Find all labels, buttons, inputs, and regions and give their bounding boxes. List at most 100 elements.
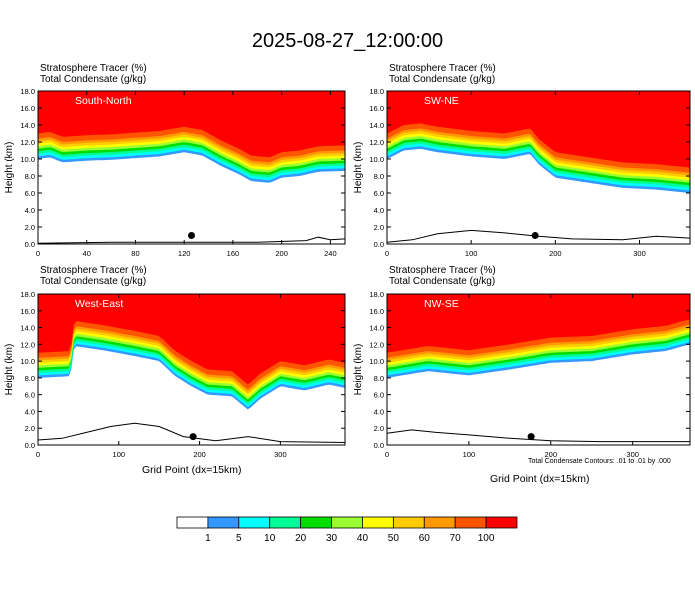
x-tick-label: 300 [626,450,639,459]
panel-2-header: Stratosphere Tracer (%) Total Condensate… [389,63,496,85]
y-tick-label: 0.0 [25,240,35,249]
panel-2-header-condensate: Total Condensate (g/kg) [389,74,496,85]
y-tick-label: 4.0 [374,206,384,215]
y-tick-label: 18.0 [369,87,384,96]
x-tick-label: 0 [36,450,40,459]
panel-4-header-tracer: Stratosphere Tracer (%) [389,265,496,276]
y-tick-label: 6.0 [374,189,384,198]
y-tick-label: 10.0 [20,155,35,164]
x-tick-label: 160 [227,249,240,258]
x-tick-label: 240 [324,249,337,258]
y-axis-label: Height (km) [4,142,15,194]
colorbar-swatch [176,516,209,529]
location-marker [188,232,195,239]
y-tick-label: 18.0 [20,87,35,96]
y-tick-label: 2.0 [374,424,384,433]
y-tick-label: 16.0 [369,307,384,316]
x-tick-label: 80 [131,249,139,258]
y-tick-label: 6.0 [25,391,35,400]
y-tick-label: 14.0 [369,121,384,130]
colorbar-label: 70 [450,533,462,544]
colorbar-swatch [331,516,363,529]
y-tick-label: 18.0 [20,290,35,299]
x-axis-label-right: Grid Point (dx=15km) [490,473,590,485]
terrain-line [37,422,346,443]
colorbar-swatch [269,516,302,529]
y-tick-label: 8.0 [25,374,35,383]
y-tick-label: 6.0 [25,189,35,198]
colorbar-label: 30 [326,533,338,544]
x-tick-label: 100 [463,450,476,459]
colorbar-label: 20 [295,533,307,544]
colorbar-label: 1 [205,533,211,544]
plot-frame [386,90,691,245]
x-tick-label: 200 [193,450,206,459]
panel-1-header-tracer: Stratosphere Tracer (%) [40,63,147,74]
x-tick-label: 200 [275,249,288,258]
colorbar-swatch [300,516,332,529]
y-tick-label: 14.0 [20,324,35,333]
y-tick-label: 8.0 [374,172,384,181]
plot-frame [37,90,346,245]
terrain-line [386,229,691,243]
y-tick-label: 12.0 [20,138,35,147]
y-tick-label: 4.0 [25,206,35,215]
y-tick-label: 4.0 [374,407,384,416]
cross-section-name: West-East [75,298,123,310]
y-tick-label: 14.0 [369,324,384,333]
y-tick-label: 16.0 [20,104,35,113]
y-tick-label: 12.0 [369,340,384,349]
panel-2-header-tracer: Stratosphere Tracer (%) [389,63,496,74]
tracer-level-10-area [387,91,690,168]
x-tick-label: 0 [36,249,40,258]
y-tick-label: 18.0 [369,290,384,299]
y-tick-label: 16.0 [369,104,384,113]
panel-1: 0.0 2.0 4.0 6.0 8.0 10.0 12.0 14.0 16.0 18.0 0 40 80… [4,87,346,258]
colorbar: 1 5 10 20 30 40 50 60 70 100 [176,516,518,544]
x-tick-label: 200 [545,450,558,459]
y-tick-label: 2.0 [25,223,35,232]
colorbar-swatch [207,516,240,529]
panel-2: 0.0 2.0 4.0 6.0 8.0 10.0 12.0 14.0 16.0 18.0 0 100 2… [353,87,691,258]
panel-3-header-tracer: Stratosphere Tracer (%) [40,265,147,276]
x-tick-label: 300 [633,249,646,258]
colorbar-swatch [392,516,425,529]
cross-section-name: NW-SE [424,298,459,310]
cross-section-name: South-North [75,95,132,107]
panel-3: 0.0 2.0 4.0 6.0 8.0 10.0 12.0 14.0 16.0 18.0 0 100 2… [4,290,346,459]
panel-4-header-condensate: Total Condensate (g/kg) [389,276,496,287]
y-tick-label: 0.0 [374,240,384,249]
x-tick-label: 40 [83,249,91,258]
y-axis-label: Height (km) [353,142,364,194]
colorbar-label: 5 [236,533,242,544]
x-tick-label: 0 [385,249,389,258]
x-axis-label-left: Grid Point (dx=15km) [142,464,242,476]
y-tick-label: 6.0 [374,391,384,400]
y-tick-label: 14.0 [20,121,35,130]
colorbar-swatch [485,516,518,529]
x-tick-label: 100 [113,450,126,459]
panel-1-header-condensate: Total Condensate (g/kg) [40,74,147,85]
y-tick-label: 0.0 [25,441,35,450]
plot-frame [386,293,691,446]
tracer-level-10-area [387,294,690,353]
colorbar-swatch [362,516,394,529]
colorbar-swatch [454,516,487,529]
panel-4-header: Stratosphere Tracer (%) Total Condensate… [389,265,496,287]
panel-3-header: Stratosphere Tracer (%) Total Condensate… [40,265,147,287]
contour-note: Total Condensate Contours: .01 to .01 by… [528,458,671,465]
panel-4: 0.0 2.0 4.0 6.0 8.0 10.0 12.0 14.0 16.0 18.0 0 100 2… [353,290,691,459]
plot-frame [37,293,346,446]
y-axis-label: Height (km) [4,344,15,396]
panel-3-header-condensate: Total Condensate (g/kg) [40,276,147,287]
y-tick-label: 8.0 [25,172,35,181]
panel-1-header: Stratosphere Tracer (%) Total Condensate… [40,63,147,85]
y-tick-label: 0.0 [374,441,384,450]
colorbar-swatch [238,516,271,529]
location-marker [531,232,539,239]
colorbar-label: 50 [388,533,400,544]
cross-section-name: SW-NE [424,95,459,107]
y-tick-label: 10.0 [369,357,384,366]
y-tick-label: 4.0 [25,407,35,416]
tracer-level-10-area [38,294,345,385]
